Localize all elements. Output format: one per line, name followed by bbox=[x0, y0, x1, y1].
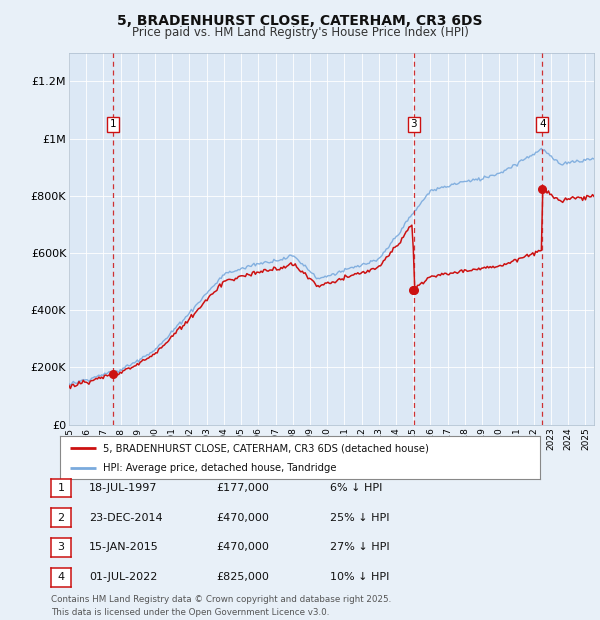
Text: 4: 4 bbox=[58, 572, 64, 582]
Text: 6% ↓ HPI: 6% ↓ HPI bbox=[330, 483, 382, 493]
Text: 3: 3 bbox=[410, 119, 417, 129]
Text: 23-DEC-2014: 23-DEC-2014 bbox=[89, 513, 163, 523]
Text: 10% ↓ HPI: 10% ↓ HPI bbox=[330, 572, 389, 582]
Text: 15-JAN-2015: 15-JAN-2015 bbox=[89, 542, 158, 552]
Text: 5, BRADENHURST CLOSE, CATERHAM, CR3 6DS: 5, BRADENHURST CLOSE, CATERHAM, CR3 6DS bbox=[117, 14, 483, 28]
Text: 1: 1 bbox=[110, 119, 116, 129]
Text: 3: 3 bbox=[58, 542, 64, 552]
Text: 01-JUL-2022: 01-JUL-2022 bbox=[89, 572, 157, 582]
Text: 4: 4 bbox=[539, 119, 545, 129]
Text: £470,000: £470,000 bbox=[216, 542, 269, 552]
Text: Contains HM Land Registry data © Crown copyright and database right 2025.
This d: Contains HM Land Registry data © Crown c… bbox=[51, 595, 391, 617]
Text: 2: 2 bbox=[58, 513, 64, 523]
Text: 5, BRADENHURST CLOSE, CATERHAM, CR3 6DS (detached house): 5, BRADENHURST CLOSE, CATERHAM, CR3 6DS … bbox=[103, 443, 429, 453]
Text: £470,000: £470,000 bbox=[216, 513, 269, 523]
Text: 25% ↓ HPI: 25% ↓ HPI bbox=[330, 513, 389, 523]
Text: £177,000: £177,000 bbox=[216, 483, 269, 493]
Text: 18-JUL-1997: 18-JUL-1997 bbox=[89, 483, 157, 493]
Text: 27% ↓ HPI: 27% ↓ HPI bbox=[330, 542, 389, 552]
Text: 1: 1 bbox=[58, 483, 64, 493]
Text: £825,000: £825,000 bbox=[216, 572, 269, 582]
Text: Price paid vs. HM Land Registry's House Price Index (HPI): Price paid vs. HM Land Registry's House … bbox=[131, 26, 469, 39]
Text: HPI: Average price, detached house, Tandridge: HPI: Average price, detached house, Tand… bbox=[103, 463, 337, 473]
